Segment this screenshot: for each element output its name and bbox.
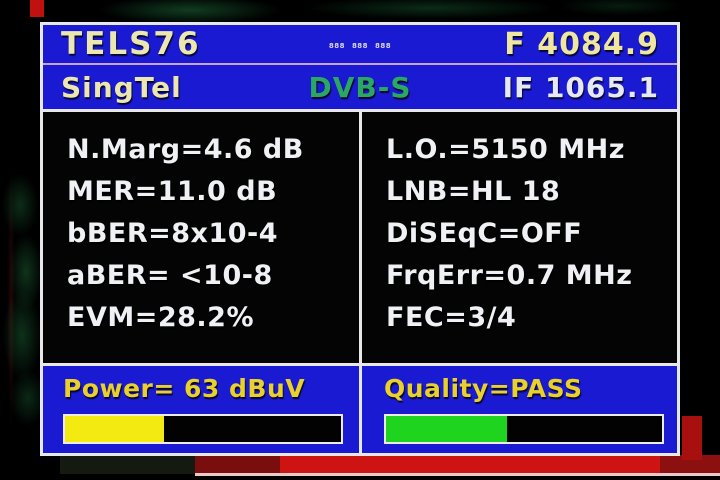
measurement-evm: EVM=28.2% (67, 302, 255, 333)
measurement-bber: bBER=8x10-4 (67, 218, 279, 249)
broadcast-standard: DVB-S (308, 70, 412, 104)
measurement-noise-margin: N.Marg=4.6 dB (67, 134, 304, 165)
measurement-aber: aBER= <10-8 (67, 260, 273, 291)
subheader-row: SingTel DVB-S IF 1065.1 (43, 65, 677, 112)
frequency-readout: F 4084.9 (504, 26, 659, 62)
video-artifact-top-red (30, 0, 44, 17)
bottom-divider (359, 366, 362, 453)
video-artifact-bottom-red-bar (195, 455, 720, 475)
video-artifact-bottom-dark (60, 456, 195, 474)
osd-panel: TELS76 888 888 888 F 4084.9 SingTel DVB-… (40, 22, 680, 456)
quality-section: Quality=PASS (362, 366, 677, 453)
measurements-right-column: L.O.=5150 MHz LNB=HL 18 DiSEqC=OFF FrqEr… (362, 112, 677, 363)
header-divider (43, 63, 677, 65)
provider-name: SingTel (61, 70, 182, 104)
setting-lo-frequency: L.O.=5150 MHz (386, 134, 625, 165)
header-row: TELS76 888 888 888 F 4084.9 (43, 25, 677, 63)
quality-bar (384, 414, 664, 444)
signal-bars-area: Power= 63 dBuV Quality=PASS (43, 363, 677, 453)
measurements-left-column: N.Marg=4.6 dB MER=11.0 dB bBER=8x10-4 aB… (43, 112, 359, 363)
if-frequency-readout: IF 1065.1 (502, 70, 659, 104)
power-bar (63, 414, 343, 444)
device-name: TELS76 (61, 26, 201, 62)
video-artifact-right-red (682, 416, 702, 460)
quality-label: Quality=PASS (384, 374, 583, 403)
power-section: Power= 63 dBuV (43, 366, 359, 453)
power-bar-fill (65, 416, 165, 442)
quality-bar-fill (386, 416, 508, 442)
measurement-mer: MER=11.0 dB (67, 176, 278, 207)
signal-ticker: 888 888 888 (328, 41, 392, 50)
measurements-area: N.Marg=4.6 dB MER=11.0 dB bBER=8x10-4 aB… (43, 112, 677, 363)
measurement-freq-error: FrqErr=0.7 MHz (386, 260, 633, 291)
setting-lnb: LNB=HL 18 (386, 176, 561, 207)
setting-fec: FEC=3/4 (386, 302, 517, 333)
setting-diseqc: DiSEqC=OFF (386, 218, 583, 249)
power-label: Power= 63 dBuV (63, 374, 306, 403)
video-artifact-bottom-line (195, 473, 720, 476)
column-divider (359, 112, 362, 363)
